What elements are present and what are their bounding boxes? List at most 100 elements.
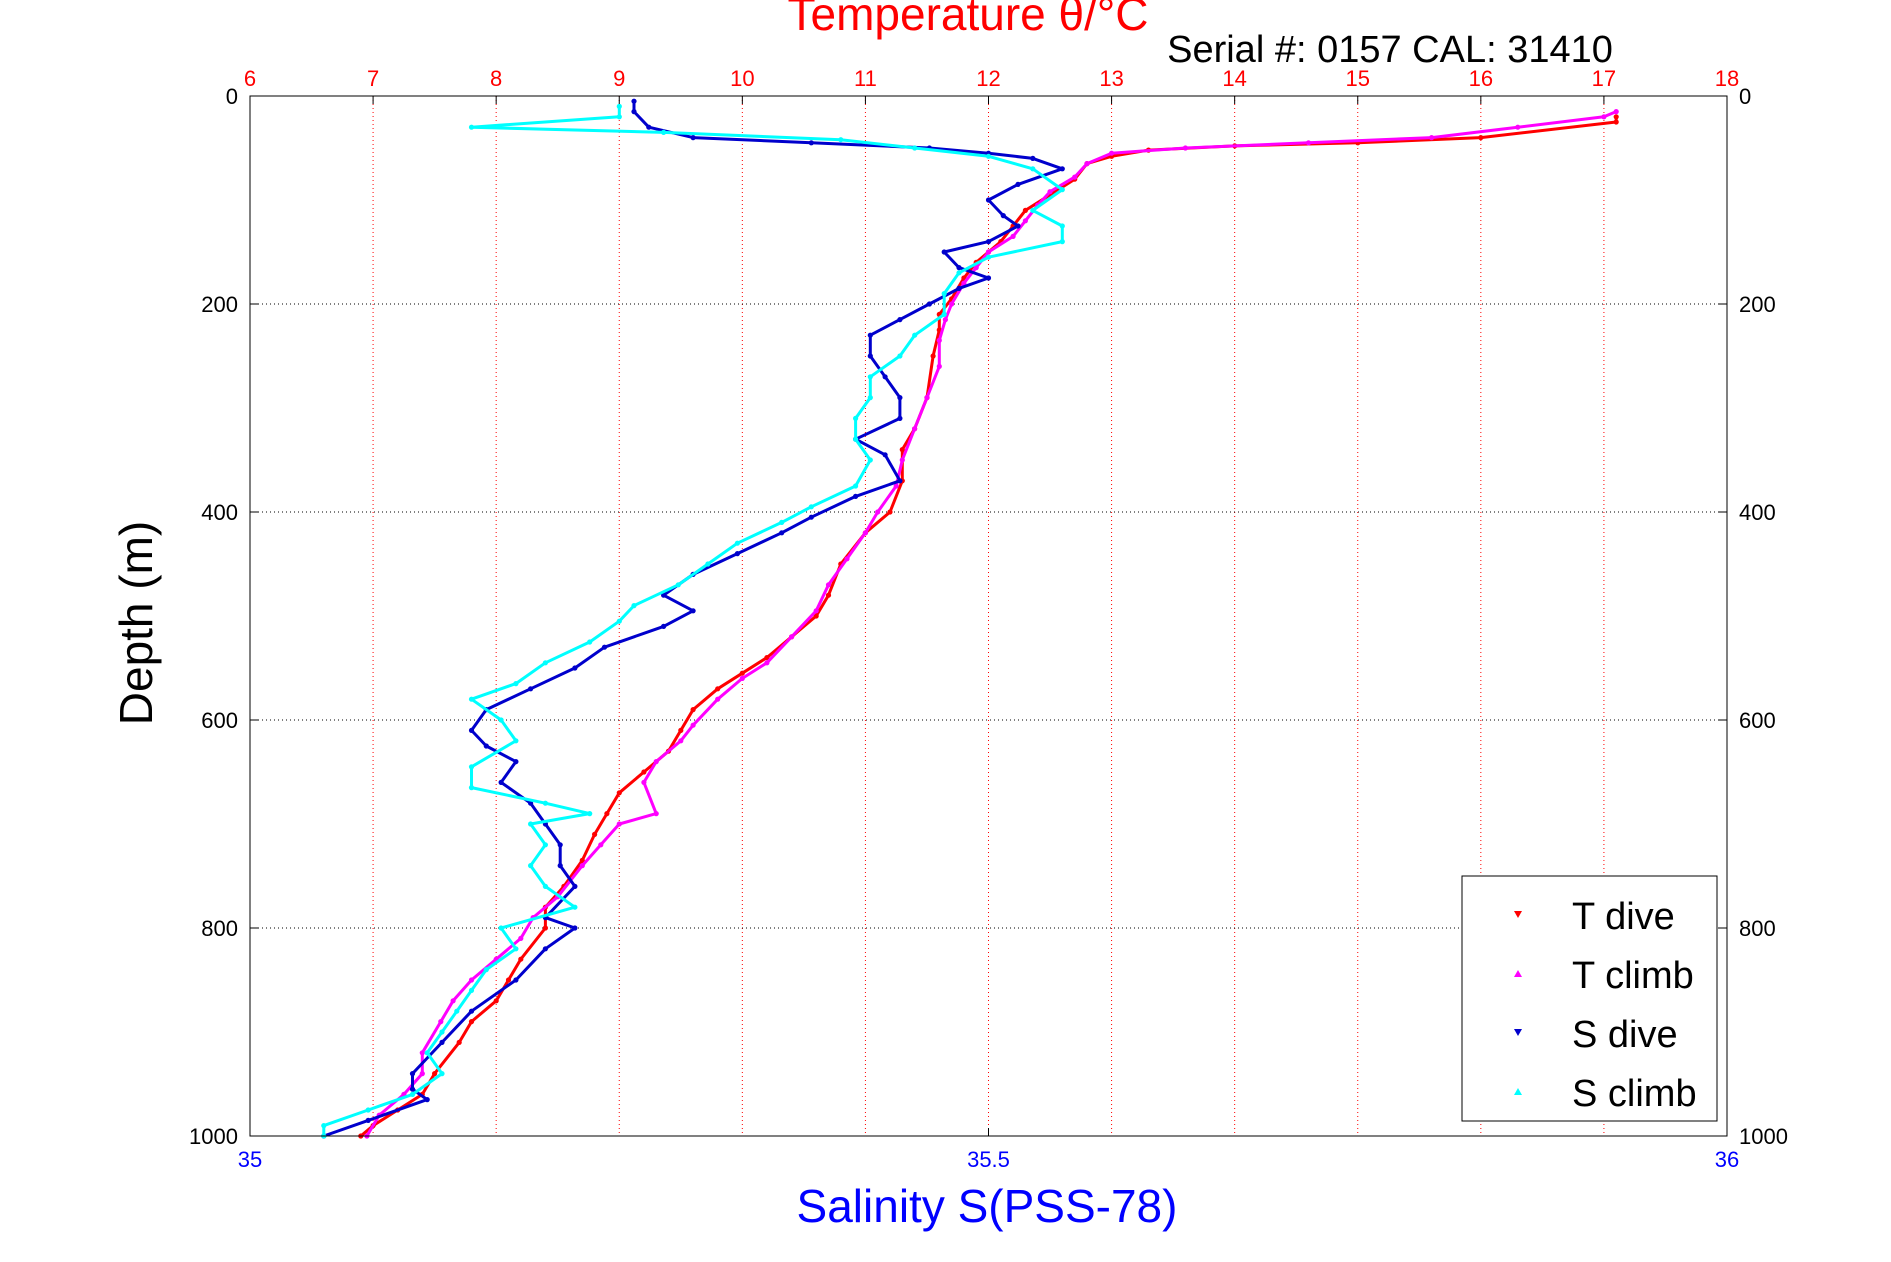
data-point [813,608,819,614]
left-tick-label: 1000 [189,1124,238,1149]
data-point [641,769,647,775]
data-point [468,124,475,130]
data-point [690,707,696,713]
data-point [409,1086,416,1092]
data-point [1047,189,1053,195]
data-point [661,129,667,135]
data-point [604,811,610,817]
data-point [513,977,519,983]
data-point [616,790,622,796]
data-point [899,457,905,463]
data-point [956,270,962,276]
x-axis-label-salinity: Salinity S(PSS-78) [797,1180,1178,1232]
data-point [882,452,888,458]
data-point [813,613,819,619]
bottom-tick-label: 36 [1715,1147,1739,1172]
legend: T dive T climb S dive S climb [1461,875,1718,1122]
data-point [419,1071,425,1077]
data-point [705,561,711,567]
data-point [513,681,519,687]
data-point [498,717,504,723]
data-point [734,551,741,557]
left-tick-label: 0 [226,84,238,109]
data-point [483,743,489,749]
data-point [616,114,622,120]
data-point [985,239,992,245]
data-point [439,1029,445,1035]
data-point [956,285,962,291]
data-point [690,135,696,141]
data-point [557,842,563,848]
data-point [616,821,622,827]
data-point [468,977,475,983]
bottom-axis: 35 35.5 36 [238,1128,1739,1172]
data-point [1030,155,1036,161]
data-point [579,863,585,869]
data-point [468,764,475,770]
data-point [678,727,684,734]
data-point [646,124,652,130]
data-point [1182,145,1188,151]
data-point [498,925,504,931]
top-tick-label: 18 [1715,66,1739,91]
data-point [542,842,549,848]
data-point [1059,187,1065,193]
data-point [653,811,659,817]
data-point [468,696,475,702]
data-point [1429,135,1435,141]
data-point [690,722,696,728]
data-point [838,137,844,143]
data-point [956,265,962,271]
data-point [518,935,524,942]
data-point [853,483,859,489]
data-point [365,1107,371,1113]
left-axis: 0 200 400 600 800 1000 [189,84,258,1149]
top-tick-label: 6 [244,66,256,91]
left-tick-label: 600 [201,708,238,733]
data-point [825,582,832,588]
data-point [973,265,979,271]
data-point [1022,207,1028,213]
data-point [941,291,947,297]
data-point [941,249,947,255]
data-point [419,1050,425,1056]
data-point [572,925,578,931]
data-point [897,317,903,323]
data-point [715,686,721,692]
data-point [601,644,608,650]
right-tick-label: 400 [1739,500,1776,525]
chart-title: Temperature θ/°C [788,0,1149,40]
data-point [912,426,918,432]
data-point [542,800,549,806]
data-point [631,98,637,104]
data-point [825,592,832,598]
data-point [572,665,578,671]
data-point [912,145,918,151]
data-point [897,353,903,359]
data-point [454,1008,460,1014]
data-point [1072,174,1078,180]
data-point [930,353,936,359]
legend-box [1461,875,1718,1122]
data-point [424,1050,430,1056]
data-point [853,436,859,442]
legend-label: S dive [1572,1014,1678,1056]
series-trace [359,116,1618,1138]
data-point [1613,114,1619,120]
data-point [844,556,850,562]
data-point [1059,166,1065,172]
data-point [409,1091,416,1097]
data-point [875,509,881,515]
data-point [926,301,933,307]
data-point [1015,223,1021,229]
data-point [518,956,524,962]
data-point [887,509,893,515]
data-point [897,395,903,401]
data-point [899,447,905,453]
data-point [985,153,992,159]
data-point [867,395,873,401]
data-point [321,1123,327,1129]
top-tick-label: 15 [1346,66,1370,91]
data-point [542,946,549,952]
